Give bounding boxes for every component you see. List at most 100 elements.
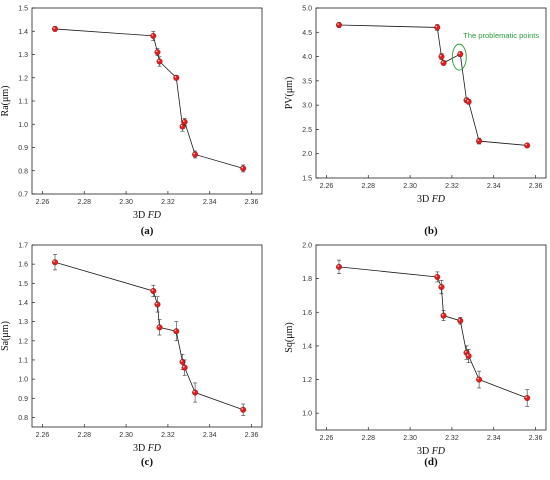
x-tick-label: 2.26 (36, 432, 50, 439)
y-axis-label: Sa(μm) (0, 321, 11, 351)
x-axis-label: 3D FD (133, 210, 162, 221)
data-point-highlight (182, 120, 185, 122)
y-tick-label: 1.1 (18, 357, 28, 364)
plot-frame (31, 244, 263, 428)
data-point-highlight (441, 61, 444, 63)
x-tick-label: 2.32 (161, 432, 175, 439)
panel-caption: (c) (141, 456, 154, 468)
y-tick-label: 1.4 (18, 29, 28, 36)
data-point-highlight (151, 289, 154, 291)
data-point-highlight (155, 50, 158, 53)
chart-panel-0: 2.26 2.28 2.30 2.32 2.34 2.36 0.7 0.8 0.9 1.0 1.1 1… (0, 6, 263, 237)
data-point (154, 301, 161, 308)
chart-panel-3: 2.26 2.28 2.30 2.32 2.34 2.36 1.0 1.2 1.4 1.6 1.8 2… (284, 243, 547, 468)
annotation-ellipse (451, 43, 467, 71)
x-tick-label: 2.34 (203, 432, 217, 439)
x-axis-label-main: 3D (133, 210, 148, 221)
data-point-highlight (174, 329, 177, 332)
x-axis-label: 3D FD (417, 194, 446, 205)
x-axis-label: 3D FD (417, 446, 446, 457)
data-point-highlight (53, 27, 55, 29)
data-point-highlight (439, 285, 442, 287)
x-tick-label: 2.30 (403, 435, 417, 442)
y-tick-label: 1.2 (302, 377, 312, 384)
y-tick-label: 0.8 (18, 168, 28, 175)
y-axis-label: PV(μm) (284, 77, 295, 110)
x-tick-label: 2.28 (361, 435, 375, 442)
data-point (440, 312, 447, 319)
data-point (156, 58, 163, 65)
chart-panel-1: 2.26 2.28 2.30 2.32 2.34 2.36 1.5 2.0 2.5 3.0 3.5 4… (284, 6, 547, 237)
y-tick-label: 4.5 (302, 30, 312, 37)
data-point (440, 59, 447, 66)
plot-frame (315, 244, 547, 431)
data-point (240, 406, 247, 413)
data-point (150, 32, 157, 39)
y-tick-label: 1.4 (18, 300, 28, 307)
data-point-highlight (477, 377, 479, 380)
data-point (465, 353, 472, 360)
data-point-highlight (477, 139, 479, 141)
data-point-highlight (466, 100, 469, 102)
data-point (476, 138, 483, 145)
y-tick-label: 1.1 (18, 99, 28, 106)
x-tick-label: 2.34 (487, 183, 501, 190)
data-point-highlight (525, 143, 528, 146)
x-axis-label-main: 3D (417, 446, 432, 457)
y-axis-label: Sq(μm) (284, 322, 295, 352)
data-point-highlight (180, 124, 183, 127)
y-tick-label: 3.5 (302, 78, 312, 85)
data-point-highlight (157, 325, 160, 328)
data-point (154, 49, 161, 56)
data-point-highlight (155, 302, 158, 305)
y-tick-label: 0.9 (18, 396, 28, 403)
x-tick-label: 2.34 (487, 435, 501, 442)
y-tick-label: 1.5 (302, 176, 312, 183)
data-point-highlight (464, 350, 467, 353)
data-point-highlight (464, 98, 467, 101)
data-point-highlight (458, 52, 461, 55)
x-axis-label-main: 3D (133, 443, 148, 454)
series-line (338, 266, 528, 399)
annotation-label: The problematic points (463, 31, 539, 40)
y-tick-label: 4.0 (302, 54, 312, 61)
x-tick-label: 2.26 (36, 199, 50, 206)
y-tick-label: 1.0 (18, 122, 28, 129)
x-tick-label: 2.28 (361, 183, 375, 190)
x-axis-label-italic: FD (147, 443, 162, 454)
data-point (52, 259, 59, 266)
x-tick-label: 2.28 (77, 199, 91, 206)
data-point-highlight (241, 408, 244, 410)
data-point (192, 151, 199, 158)
x-axis-label-italic: FD (147, 210, 162, 221)
data-point-highlight (466, 354, 469, 356)
data-point-highlight (458, 318, 461, 321)
data-point (181, 118, 188, 125)
data-point-highlight (525, 396, 528, 398)
data-point (173, 74, 180, 81)
data-point-highlight (182, 365, 185, 368)
data-point-highlight (180, 360, 183, 362)
plot-frame (31, 7, 263, 195)
y-tick-label: 1.6 (18, 262, 28, 269)
x-tick-label: 2.28 (77, 432, 91, 439)
chart-panel-2: 2.26 2.28 2.30 2.32 2.34 2.36 0.8 0.9 1.0 1.1 1.2 1… (0, 243, 263, 468)
y-tick-label: 1.8 (302, 276, 312, 283)
panel-caption: (b) (424, 225, 438, 237)
y-tick-label: 0.9 (18, 145, 28, 152)
y-tick-label: 1.5 (18, 281, 28, 288)
y-tick-label: 2.0 (302, 243, 312, 250)
x-tick-label: 2.26 (320, 435, 334, 442)
data-point (457, 317, 464, 324)
data-point (52, 25, 59, 32)
data-point (240, 165, 247, 172)
panel-caption: (a) (141, 225, 154, 237)
data-point-highlight (441, 313, 444, 316)
y-tick-label: 1.6 (302, 310, 312, 317)
data-point (457, 51, 464, 58)
y-tick-label: 1.4 (302, 343, 312, 350)
data-point-highlight (241, 166, 244, 169)
data-point-highlight (439, 54, 442, 57)
data-point-highlight (337, 23, 339, 25)
y-axis-label: Ra(μm) (0, 86, 11, 117)
